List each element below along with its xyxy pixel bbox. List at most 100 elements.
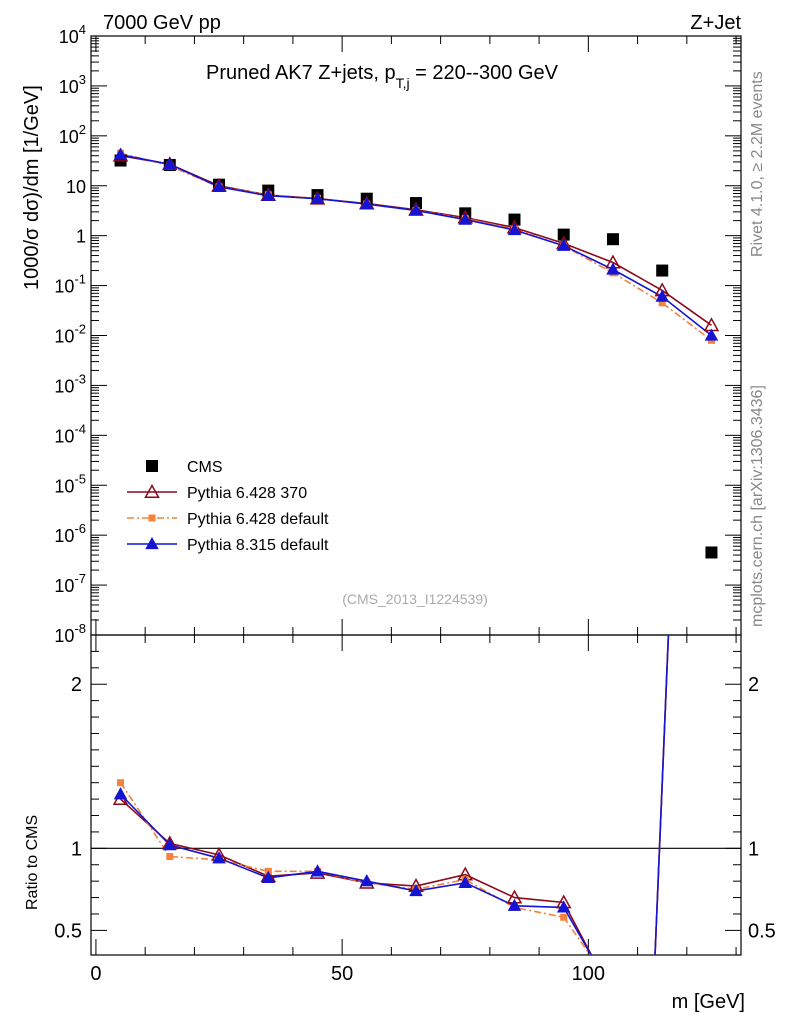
main-title-head: Pruned AK7 Z+jets, p: [206, 62, 396, 84]
x-tick-label: 50: [331, 963, 353, 985]
legend-marker-p6-370: [144, 483, 160, 498]
ratio-line-p6_default: [119, 782, 591, 955]
main-y-tick-label: 10-6: [54, 521, 86, 546]
ratio-curves: [112, 635, 670, 955]
ratio-line-p8_default: [119, 793, 592, 955]
main-title-sub: T,j: [396, 75, 410, 91]
side-label-top: Rivet 4.1.0, ≥ 2.2M events: [749, 71, 766, 257]
cms-point: [606, 233, 619, 246]
main-y-tick-base: 1: [76, 227, 86, 247]
ratio-spike-p8_default: [654, 635, 670, 955]
ratio-point-p8-default: [507, 898, 522, 911]
main-y-tick-base: 10: [59, 27, 79, 47]
legend: CMS Pythia 6.428 370 Pythia 6.428 default P…: [127, 459, 329, 554]
main-y-tick-label: 10-1: [54, 272, 86, 297]
ratio-y-tick-label: 0.5: [54, 920, 82, 942]
legend-marker-p8-default: [145, 536, 159, 550]
p8-default-point: [310, 191, 325, 204]
p8-default-point: [163, 157, 177, 170]
ratio-point-p8-default: [212, 851, 226, 864]
main-y-tick-label: 10-5: [54, 471, 86, 496]
main-y-tick-exponent: -6: [74, 521, 86, 536]
p8-default-point: [507, 222, 522, 236]
main-y-tick-exponent: -7: [74, 571, 86, 586]
ratio-y-tick-label: 2: [71, 674, 82, 696]
main-y-tick-label: 10-7: [54, 571, 86, 596]
ratio-point-p6-default: [166, 853, 174, 861]
ratio-point-p8-default: [458, 875, 473, 888]
main-y-tick-base: 10: [54, 576, 74, 596]
main-y-tick-base: 10: [54, 526, 74, 546]
p8-default-point: [409, 203, 423, 216]
ratio-y-tick-label-right: 0.5: [748, 920, 776, 942]
main-y-tick-base: 10: [59, 77, 79, 97]
main-y-tick-base: 10: [66, 177, 86, 197]
x-tick-label: 100: [572, 963, 605, 985]
p8-default-point: [556, 238, 571, 251]
main-y-tick-base: 10: [54, 626, 74, 646]
series-line-p8_default: [120, 153, 712, 337]
ratio-panel: 0.5 0.5 1 1 2 2 0 50 100: [54, 634, 776, 985]
p8-default-point: [704, 328, 719, 341]
main-y-tick-exponent: 3: [79, 72, 86, 87]
ratio-point-p8-default: [409, 883, 423, 897]
p8-default-point: [655, 289, 669, 302]
main-y-tick-base: 10: [54, 327, 74, 347]
ratio-frame: [90, 634, 742, 956]
main-y-tick-base: 10: [54, 426, 74, 446]
ratio-y-tick-label-right: 1: [748, 838, 759, 860]
legend-label-p6_default: Pythia 6.428 default: [187, 511, 329, 528]
main-y-tick-label: 1: [76, 227, 86, 247]
main-y-axis-label: 1000/σ dσ)/dm [1/GeV]: [21, 85, 43, 290]
ratio-point-p8-default: [163, 838, 177, 851]
main-y-tick-exponent: -5: [74, 471, 86, 486]
ratio-point-p8-default: [359, 874, 374, 887]
main-y-tick-exponent: -2: [74, 322, 86, 337]
main-y-tick-label: 104: [59, 22, 86, 47]
p8-default-point: [606, 262, 620, 275]
x-axis-label: m [GeV]: [672, 991, 745, 1013]
main-y-tick-label: 10-8: [54, 621, 86, 646]
p8-default-point: [261, 188, 276, 201]
main-y-tick-exponent: -3: [74, 371, 86, 386]
main-y-tick-base: 10: [59, 127, 79, 147]
main-y-tick-exponent: -1: [74, 272, 86, 287]
main-title-text: Pruned AK7 Z+jets, pT,j = 220--300 GeV: [206, 62, 559, 91]
main-y-tick-exponent: -8: [74, 621, 86, 636]
legend-label-p8_default: Pythia 8.315 default: [187, 537, 329, 554]
main-y-tick-label: 10-3: [54, 371, 86, 396]
p8-default-point: [113, 147, 128, 160]
p8-default-point: [458, 212, 473, 225]
main-y-tick-label: 103: [59, 72, 86, 97]
side-label-bottom: mcplots.cern.ch [arXiv:1306.3436]: [749, 385, 766, 627]
x-tick-label: 0: [90, 963, 101, 985]
watermark: (CMS_2013_I1224539): [342, 591, 488, 607]
legend-label-p6_370: Pythia 6.428 370: [187, 485, 307, 502]
ratio-point-p8-default: [113, 787, 128, 800]
cms-point: [656, 264, 669, 277]
p6-default-point: [658, 299, 666, 307]
ratio-point-p8-default: [310, 864, 325, 877]
p8-default-point: [359, 197, 374, 210]
main-y-tick-base: 10: [54, 476, 74, 496]
ratio-point-p8-default: [556, 900, 571, 913]
ratio-point-p6-default: [117, 779, 125, 787]
main-title-tail: = 220--300 GeV: [410, 62, 559, 84]
ratio-point-p8-default: [261, 870, 276, 884]
ratio-y-axis-label: Ratio to CMS: [24, 815, 41, 910]
ratio-y-tick-label-right: 2: [748, 674, 759, 696]
ratio-line-p6_370: [120, 798, 593, 955]
main-y-tick-base: 10: [54, 277, 74, 297]
legend-label-cms: CMS: [187, 459, 223, 476]
main-panel: 10-810-710-610-510-410-310-210-111010210…: [54, 22, 742, 646]
cms-point: [705, 546, 718, 559]
header-right: Z+Jet: [690, 12, 741, 34]
legend-marker-cms: [146, 460, 158, 472]
main-y-tick-label: 10-2: [54, 322, 86, 347]
header-left: 7000 GeV pp: [103, 12, 221, 34]
legend-marker-p6-default: [148, 514, 156, 522]
main-y-tick-label: 10-4: [54, 421, 86, 446]
main-y-tick-exponent: -4: [74, 421, 86, 436]
cms-point: [557, 228, 570, 241]
